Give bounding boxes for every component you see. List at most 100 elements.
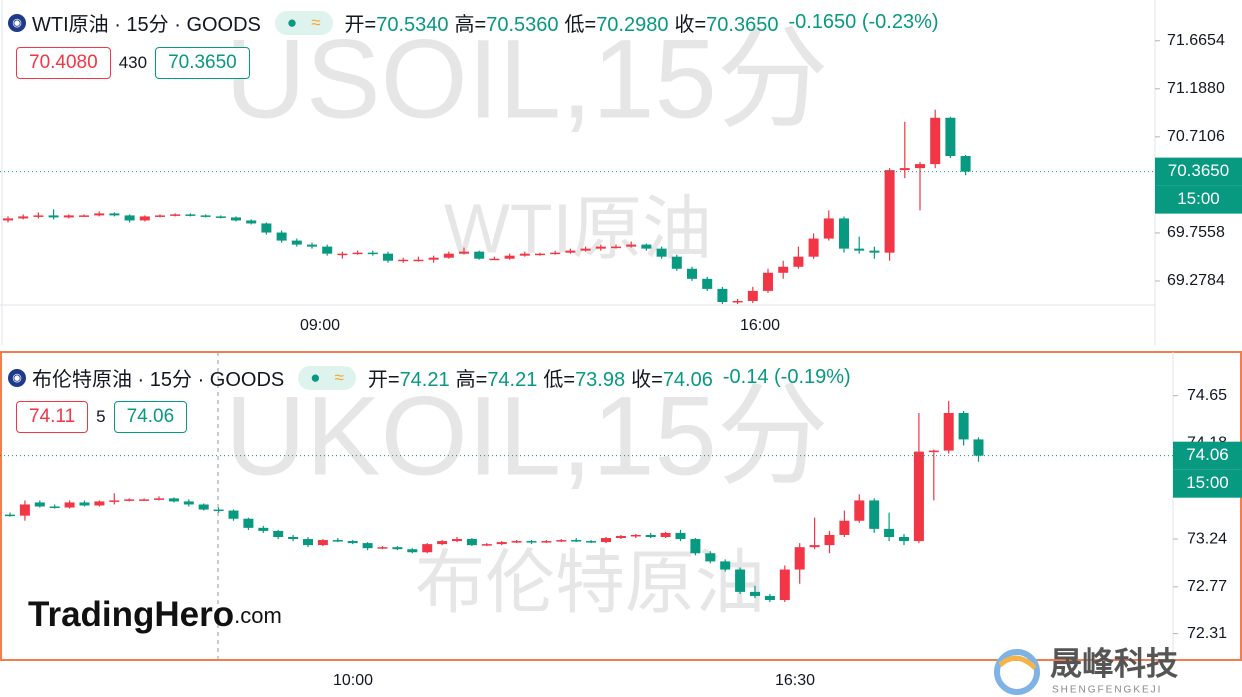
candle-body (884, 528, 895, 538)
candle-body (945, 117, 956, 157)
candle-body (656, 248, 667, 257)
candle-body (317, 540, 328, 546)
candle-body (869, 250, 880, 253)
candle-body (854, 500, 865, 521)
ohlc: 开=70.5340 (345, 8, 449, 37)
ohlc: 开=74.21 (368, 363, 450, 392)
candle-body (930, 117, 941, 165)
candle-body (474, 251, 485, 259)
candle-body (793, 256, 804, 267)
candle-body (332, 540, 343, 542)
candle-body (928, 450, 939, 453)
candle-body (362, 543, 373, 549)
candle-body (823, 218, 834, 239)
candle-body (291, 240, 302, 245)
candle-body (958, 412, 969, 440)
candle-body (215, 216, 226, 218)
value: 74.06 (662, 369, 713, 391)
ohlc: 收=70.3650 (674, 8, 778, 37)
candle-body (854, 248, 865, 251)
candle-body (626, 244, 637, 247)
candle-body (732, 300, 743, 303)
spread: 5 (96, 407, 106, 426)
candle-body (735, 569, 746, 592)
candle-body (763, 272, 773, 291)
candle-body (79, 215, 89, 217)
change: -0.14 (-0.19%) (722, 366, 851, 388)
label: 高= (454, 14, 487, 36)
candle-body (611, 246, 621, 249)
candle-body (352, 252, 363, 255)
y-tick-label: 71.1880 (1167, 80, 1225, 97)
candle-body (645, 534, 656, 538)
candle-body (170, 214, 181, 216)
candle-body (183, 501, 194, 505)
brand-icon (998, 655, 1037, 670)
candle-body (809, 545, 820, 548)
candle-body (459, 251, 469, 254)
brand-name: 晟峰科技 (1050, 645, 1178, 681)
candle-body (747, 290, 758, 301)
status-pill[interactable]: ● ≈ (274, 10, 333, 35)
candle-body (565, 250, 576, 253)
candle-body (915, 164, 925, 169)
candle-body (443, 253, 454, 258)
candle-body (481, 544, 492, 546)
candle-body (79, 502, 90, 506)
candle-body (794, 547, 805, 570)
candle-body (615, 535, 626, 539)
candle-body (899, 168, 910, 171)
value: 74.21 (487, 369, 538, 391)
value: 73.98 (575, 369, 626, 391)
candle-body (705, 553, 716, 562)
quotes: 74.11 5 74.06 (16, 401, 188, 433)
sell-button[interactable]: 74.11 (16, 401, 89, 433)
label: 低= (543, 369, 576, 391)
candle-body (824, 534, 835, 546)
candle-body (660, 532, 671, 538)
status-pill[interactable]: ● ≈ (298, 365, 356, 390)
candle-body (258, 527, 269, 531)
candle-body (764, 595, 775, 601)
candle-body (139, 499, 150, 501)
candle-body (213, 509, 224, 512)
sell-button[interactable]: 70.4080 (16, 47, 111, 79)
candle-body (200, 215, 211, 217)
x-tick-label: 16:00 (740, 317, 780, 334)
candle-body (34, 502, 45, 507)
candle-body (139, 216, 150, 221)
candle-body (322, 246, 333, 254)
candle-body (960, 156, 971, 172)
candle-body (63, 215, 74, 218)
buy-button[interactable]: 70.3650 (155, 47, 250, 79)
ohlc: 低=73.98 (543, 363, 625, 392)
change: -0.1650 (-0.23%) (788, 11, 939, 33)
y-tick-label: 74.65 (1187, 387, 1227, 404)
candle-body (109, 500, 120, 502)
candle-body (392, 547, 403, 550)
value: 74.21 (399, 369, 450, 391)
logo: TradingHero.com (28, 595, 282, 634)
candle-body (273, 530, 284, 538)
candle-body (398, 259, 409, 262)
price-label: 74.06 (1186, 445, 1229, 464)
candle-body (367, 252, 378, 255)
candle-body (496, 542, 507, 545)
candle-body (899, 537, 909, 542)
value: 70.2980 (596, 14, 669, 36)
candle-body (601, 538, 611, 543)
candle-body (630, 534, 641, 537)
ohlc: 收=74.06 (631, 363, 713, 392)
logo-suffix: .com (234, 603, 282, 628)
brand-pinyin: SHENGFENGKEJI (1052, 685, 1162, 696)
candle-body (839, 520, 850, 535)
candle-body (377, 547, 388, 549)
buy-button[interactable]: 74.06 (113, 401, 188, 433)
candle-body (839, 218, 849, 249)
price-label-box (1155, 157, 1242, 186)
candle-body (720, 561, 731, 570)
plot-layer: 71.6654 71.1880 70.7106 69.7558 69.2784 70.36… (0, 32, 1242, 689)
quotes: 70.4080 430 70.3650 (16, 47, 250, 79)
